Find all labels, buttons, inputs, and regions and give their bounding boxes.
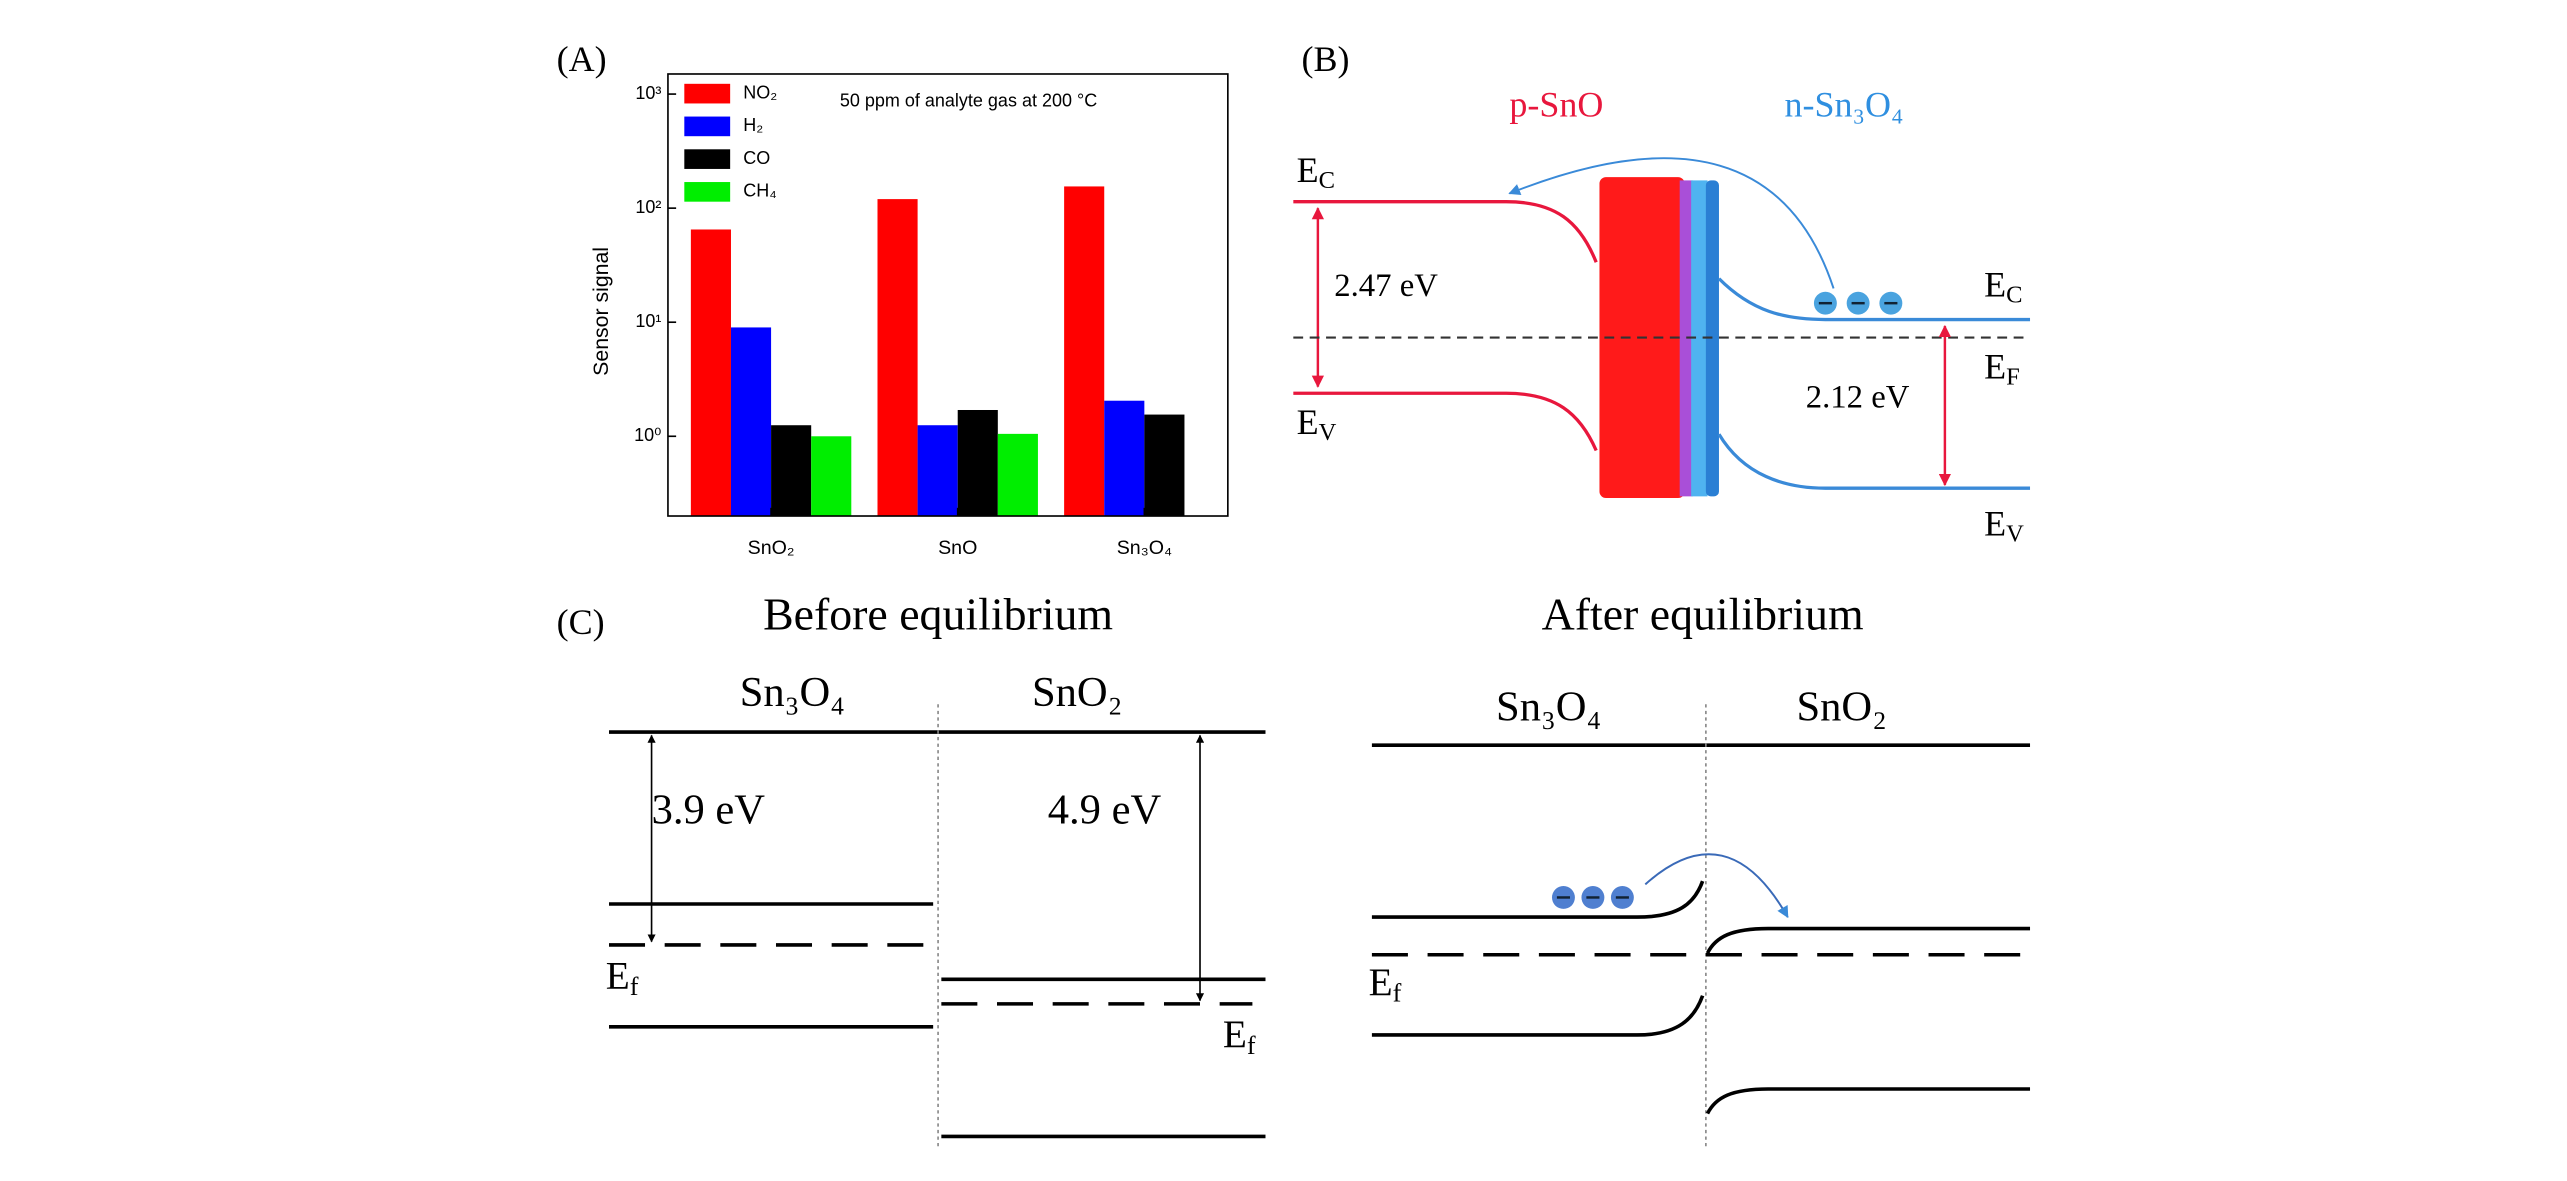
level-sub: F bbox=[2006, 363, 2020, 390]
level-main: E bbox=[1984, 347, 2006, 387]
legend-swatch bbox=[684, 182, 731, 202]
valence-band bbox=[1371, 995, 1705, 1037]
level-label: Ef bbox=[606, 954, 639, 1001]
level-sub: C bbox=[2006, 281, 2022, 308]
gap-label: 2.47 eV bbox=[1334, 268, 1438, 304]
level-sub: V bbox=[2006, 520, 2024, 547]
diagram-title: After equilibrium bbox=[1542, 589, 1864, 640]
legend-swatch bbox=[684, 116, 731, 137]
y-tick-label: 10³ bbox=[635, 83, 661, 103]
level-main: E bbox=[1984, 265, 2006, 305]
level-label: EC bbox=[1297, 150, 1335, 194]
material-label: n-Sn₃O₄ bbox=[1784, 85, 1903, 125]
conduction-band bbox=[1293, 200, 1598, 263]
level-sub: V bbox=[1319, 419, 1337, 446]
y-tick-label: 10⁰ bbox=[634, 425, 661, 445]
conduction-band bbox=[1717, 277, 2031, 322]
x-tick-label: SnO bbox=[938, 537, 977, 559]
bar bbox=[811, 436, 852, 517]
material-label: SnO₂ bbox=[1032, 669, 1123, 716]
level-label: EV bbox=[1297, 402, 1337, 446]
level-main: E bbox=[1297, 150, 1319, 190]
level-sub: C bbox=[1319, 167, 1335, 194]
bar bbox=[1104, 400, 1145, 517]
band-diagram-b: p-SnO n-Sn₃O₄ 2.47 eV 2.12 eV EC EV EC E… bbox=[1293, 85, 2031, 548]
annotation: 50 ppm of analyte gas at 200 °C bbox=[840, 91, 1097, 111]
junction-layer bbox=[1691, 180, 1708, 497]
diagram-title: Before equilibrium bbox=[763, 589, 1113, 640]
conduction-band bbox=[1371, 880, 1705, 919]
bar bbox=[730, 327, 772, 517]
level-sub: f bbox=[630, 972, 639, 1001]
gap-label: 3.9 eV bbox=[652, 787, 766, 834]
legend-label: H₂ bbox=[743, 115, 763, 135]
material-label: Sn₃O₄ bbox=[1496, 684, 1601, 731]
valence-band bbox=[1717, 433, 2031, 490]
band-diagram-after: After equilibrium Sn₃O₄ SnO₂ Ef bbox=[1369, 589, 2031, 1147]
x-tick-label: SnO₂ bbox=[748, 537, 795, 559]
bar bbox=[1144, 414, 1185, 517]
material-label: p-SnO bbox=[1509, 85, 1603, 125]
y-tick-label: 10² bbox=[635, 197, 661, 217]
bar-chart: 50 ppm of analyte gas at 200 °C Sensor s… bbox=[589, 73, 1229, 559]
level-main: E bbox=[1984, 504, 2006, 544]
level-main: E bbox=[1297, 402, 1319, 442]
electrons bbox=[1813, 291, 1903, 315]
y-tick-label: 10¹ bbox=[635, 311, 661, 331]
level-label: Ef bbox=[1223, 1013, 1256, 1060]
legend-swatch bbox=[684, 83, 731, 104]
level-label: EV bbox=[1984, 504, 2024, 548]
legend-label: CO bbox=[743, 148, 770, 168]
bar bbox=[877, 199, 918, 517]
level-label: EC bbox=[1984, 265, 2022, 309]
material-label: Sn₃O₄ bbox=[740, 669, 845, 716]
band-diagram-before: Before equilibrium Sn₃O₄ SnO₂ 3.9 eV 4.9… bbox=[606, 589, 1266, 1147]
level-label: Ef bbox=[1369, 961, 1402, 1008]
gap-label: 4.9 eV bbox=[1048, 787, 1162, 834]
legend-swatch bbox=[684, 149, 731, 169]
material-label: SnO₂ bbox=[1797, 684, 1888, 731]
panel-label: (B) bbox=[1302, 39, 1350, 79]
panel-label: (A) bbox=[557, 39, 607, 79]
legend-label: CH₄ bbox=[743, 181, 776, 201]
bar bbox=[690, 229, 731, 517]
level-sub: f bbox=[1393, 979, 1402, 1008]
transfer-arrow bbox=[1644, 853, 1789, 919]
x-tick-label: Sn₃O₄ bbox=[1117, 537, 1172, 559]
bar bbox=[997, 433, 1038, 517]
valence-band bbox=[1705, 1087, 2031, 1115]
panel-label: (C) bbox=[557, 602, 605, 642]
bar bbox=[917, 425, 958, 517]
level-main: E bbox=[1223, 1013, 1247, 1056]
bar bbox=[1064, 186, 1105, 517]
level-main: E bbox=[1369, 961, 1393, 1004]
valence-band bbox=[1293, 391, 1598, 452]
level-label: EF bbox=[1984, 347, 2020, 391]
plot-frame bbox=[667, 73, 1229, 517]
level-sub: f bbox=[1247, 1031, 1256, 1060]
gap-label: 2.12 eV bbox=[1806, 379, 1910, 415]
y-axis-label: Sensor signal bbox=[589, 247, 613, 376]
electrons bbox=[1551, 885, 1634, 909]
conduction-band bbox=[1705, 926, 2031, 954]
bar bbox=[771, 425, 812, 517]
legend-label: NO₂ bbox=[743, 82, 777, 102]
level-main: E bbox=[606, 954, 630, 997]
bar bbox=[957, 409, 998, 517]
transfer-arrow bbox=[1508, 157, 1835, 289]
